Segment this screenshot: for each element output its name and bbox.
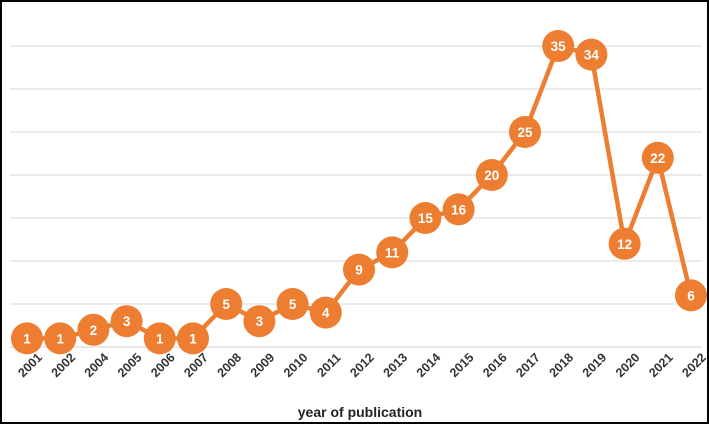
marker-2002 xyxy=(44,322,77,355)
data-point-2021: 22 xyxy=(641,141,674,174)
marker-2013 xyxy=(376,236,409,269)
marker-2020 xyxy=(608,227,641,260)
marker-2005 xyxy=(110,305,143,338)
gridlines xyxy=(10,45,702,348)
data-label-2012: 9 xyxy=(355,263,363,278)
data-point-2013: 11 xyxy=(376,236,409,269)
marker-2007 xyxy=(177,322,209,355)
data-label-2006: 1 xyxy=(156,331,164,346)
data-point-2005: 3 xyxy=(110,305,143,338)
data-point-2017: 25 xyxy=(509,116,541,148)
data-point-2014: 15 xyxy=(409,202,442,234)
marker-2009 xyxy=(243,305,276,338)
data-label-2013: 11 xyxy=(385,245,400,260)
marker-2011 xyxy=(309,296,342,329)
data-point-2007: 1 xyxy=(177,322,209,355)
data-point-2015: 16 xyxy=(442,193,475,226)
data-label-2017: 25 xyxy=(517,125,533,140)
marker-2012 xyxy=(343,253,375,286)
data-label-2005: 3 xyxy=(123,314,131,329)
data-point-2022: 6 xyxy=(675,279,707,312)
marker-2021 xyxy=(641,141,674,174)
data-point-2009: 3 xyxy=(243,305,276,338)
marker-2017 xyxy=(509,116,541,148)
data-point-2019: 34 xyxy=(575,38,608,71)
data-label-2010: 5 xyxy=(289,297,297,312)
data-point-2004: 2 xyxy=(77,313,110,346)
data-label-2008: 5 xyxy=(222,297,230,312)
data-label-2019: 34 xyxy=(584,48,600,63)
data-point-2020: 12 xyxy=(608,227,641,260)
data-label-2022: 6 xyxy=(687,288,695,303)
data-label-2018: 35 xyxy=(551,39,567,54)
marker-2018 xyxy=(542,30,575,62)
data-point-2002: 1 xyxy=(44,322,77,355)
data-label-2004: 2 xyxy=(90,323,98,338)
marker-2001 xyxy=(11,322,43,355)
data-label-2001: 1 xyxy=(23,331,31,346)
data-label-2021: 22 xyxy=(650,151,665,166)
marker-2022 xyxy=(675,279,707,312)
data-point-2018: 35 xyxy=(542,30,575,62)
marker-2008 xyxy=(210,288,243,320)
data-point-2008: 5 xyxy=(210,288,243,320)
marker-2016 xyxy=(475,159,508,191)
marker-2015 xyxy=(442,193,475,226)
marker-2010 xyxy=(276,288,309,320)
data-label-2002: 1 xyxy=(56,331,64,346)
data-label-2011: 4 xyxy=(322,306,330,321)
marker-2006 xyxy=(143,322,176,355)
marker-2014 xyxy=(409,202,442,234)
x-axis-title: year of publication xyxy=(298,404,422,420)
data-point-2011: 4 xyxy=(309,296,342,329)
data-point-2010: 5 xyxy=(276,288,309,320)
data-point-2012: 9 xyxy=(343,253,375,286)
marker-2004 xyxy=(77,313,110,346)
marker-2019 xyxy=(575,38,608,71)
data-label-2015: 16 xyxy=(451,202,467,217)
data-point-2001: 1 xyxy=(11,322,43,355)
data-point-2006: 1 xyxy=(143,322,176,355)
data-label-2009: 3 xyxy=(256,314,264,329)
data-point-2016: 20 xyxy=(475,159,508,191)
data-label-2007: 1 xyxy=(189,331,197,346)
data-label-2020: 12 xyxy=(617,237,632,252)
data-label-2016: 20 xyxy=(484,168,499,183)
data-label-2014: 15 xyxy=(418,211,434,226)
